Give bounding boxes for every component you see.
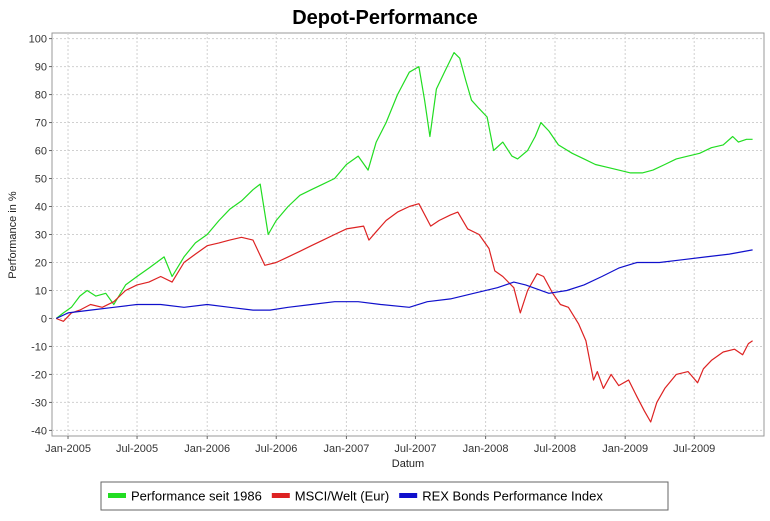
y-tick-label: 100 [29,34,47,46]
y-tick-label: 30 [35,230,47,242]
x-tick-label: Jul-2006 [255,443,297,455]
y-tick-label: 70 [35,118,47,130]
x-tick-label: Jan-2009 [602,443,648,455]
series-lines [55,52,753,423]
y-tick-label: 60 [35,146,47,158]
x-tick-label: Jan-2008 [463,443,509,455]
y-tick-label: 40 [35,202,47,214]
y-tick-label: 50 [35,174,47,186]
x-tick-label: Jan-2007 [323,443,369,455]
legend-label-3: REX Bonds Performance Index [422,489,603,504]
legend-box [100,481,669,511]
y-tick-label: 10 [35,285,47,297]
y-tick-label: -20 [31,369,47,381]
x-tick-label: Jul-2007 [394,443,436,455]
series-line-2 [55,203,753,423]
legend-label-2: MSCI/Welt (Eur) [295,489,389,504]
y-tick-label: 20 [35,257,47,269]
y-tick-label: -10 [31,341,47,353]
x-tick-label: Jan-2005 [45,443,91,455]
y-axis-label: Performance in % [7,191,19,279]
y-tick-label: 90 [35,62,47,74]
legend-swatch-3 [399,493,418,498]
series-line-1 [55,52,753,319]
legend-swatch-1 [108,493,126,498]
series-line-3 [55,249,753,320]
legend-label-1: Performance seit 1986 [131,489,262,504]
y-tick-label: 0 [41,313,47,325]
x-axis-ticks: Jan-2005 Jul-2005 Jan-2006 Jul-2006 Jan-2007… [45,436,715,455]
x-tick-label: Jan-2006 [184,443,230,455]
x-tick-label: Jul-2009 [673,443,715,455]
y-tick-label: -40 [31,425,47,437]
y-tick-label: -30 [31,397,47,409]
x-tick-label: Jul-2008 [534,443,576,455]
legend: Performance seit 1986 MSCI/Welt (Eur) REX … [100,481,669,511]
x-tick-label: Jul-2005 [116,443,158,455]
legend-swatch-2 [271,493,290,498]
y-tick-label: 80 [35,90,47,102]
x-axis-label: Datum [392,458,424,470]
chart-title: Depot-Performance [292,7,478,29]
